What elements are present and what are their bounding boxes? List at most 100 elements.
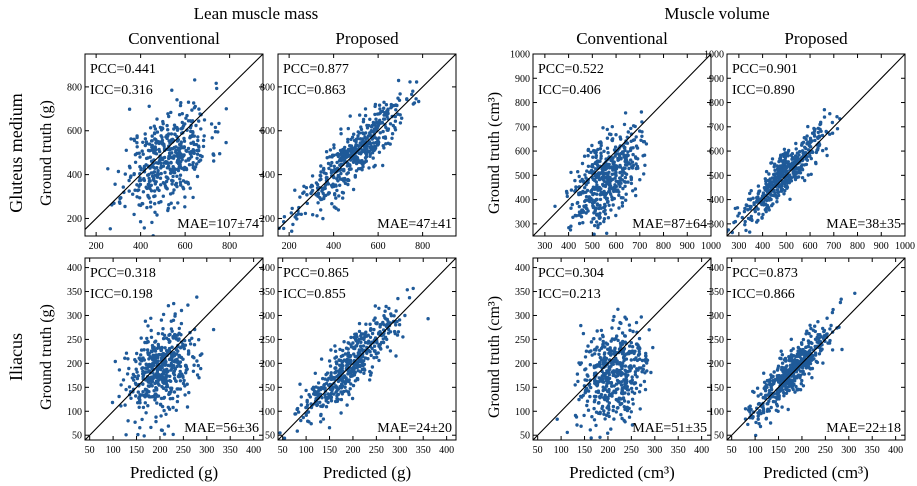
data-point [592, 406, 596, 411]
data-point [164, 160, 168, 164]
data-point [345, 172, 349, 176]
data-point [651, 345, 655, 350]
data-point [158, 376, 162, 380]
data-point [613, 145, 618, 149]
data-point [323, 377, 327, 381]
data-point [397, 323, 402, 327]
data-point [601, 385, 605, 389]
data-point [749, 189, 753, 193]
data-point [129, 396, 133, 400]
data-point [612, 148, 617, 152]
data-point [342, 340, 346, 344]
data-point [617, 362, 621, 366]
data-point [385, 322, 390, 326]
data-point [168, 192, 173, 196]
data-point [169, 379, 173, 383]
data-point [136, 188, 140, 193]
data-point [622, 153, 626, 157]
data-point [155, 130, 160, 134]
data-point [161, 379, 165, 383]
y-tick-label: 200 [515, 359, 530, 370]
data-point [749, 214, 753, 219]
data-point [607, 132, 612, 136]
x-tick-label: 250 [369, 445, 384, 456]
data-point [347, 341, 351, 345]
data-point [187, 390, 191, 395]
x-tick-label: 250 [176, 445, 191, 456]
x-tick-label: 100 [299, 445, 314, 456]
data-point [398, 121, 403, 125]
data-point [630, 345, 635, 349]
data-point [629, 410, 633, 414]
data-point [601, 177, 605, 181]
scatter-panel: 50 100 150 200 250 300 350 40050100150200250300… [260, 257, 457, 456]
identity-line [533, 54, 711, 236]
data-point [174, 181, 179, 186]
data-point [814, 160, 818, 165]
x-tick-label: 200 [282, 241, 297, 252]
data-point [766, 402, 770, 406]
data-point [804, 345, 808, 349]
y-tick-label: 250 [67, 335, 82, 346]
data-point [357, 321, 362, 326]
pcc-annotation: PCC=0.873 [732, 266, 798, 281]
data-point [352, 373, 357, 377]
x-tick-label: 400 [694, 445, 709, 456]
data-point [800, 176, 805, 180]
data-point [606, 431, 610, 435]
data-point [164, 336, 169, 340]
data-point [828, 112, 832, 116]
data-point [822, 108, 827, 112]
data-point [172, 145, 176, 150]
data-point [116, 169, 121, 174]
data-point [179, 143, 183, 148]
data-point [611, 373, 615, 378]
data-point [160, 356, 164, 360]
data-point [383, 135, 387, 139]
data-point [594, 363, 599, 368]
data-point [643, 163, 647, 167]
y-tick-label: 700 [709, 122, 724, 133]
data-point [607, 203, 611, 207]
data-point [792, 354, 796, 358]
data-point [196, 144, 201, 148]
data-point [580, 208, 585, 212]
data-point [762, 371, 766, 375]
data-point [624, 198, 628, 202]
data-point [737, 211, 741, 215]
data-point [173, 312, 177, 316]
data-point [591, 155, 595, 159]
data-point [137, 203, 141, 207]
data-point [136, 432, 140, 437]
data-point [617, 396, 621, 400]
data-point [632, 382, 636, 386]
ylabel-mv-gluteus: Ground truth (cm³) [486, 92, 503, 214]
data-point [161, 336, 166, 341]
data-point [642, 364, 646, 368]
x-tick-label: 300 [537, 241, 552, 252]
data-point [401, 335, 405, 339]
data-point [299, 418, 303, 423]
data-point [605, 166, 609, 170]
x-tick-label: 800 [415, 241, 430, 252]
data-point [594, 379, 599, 383]
data-point [329, 168, 334, 172]
data-point [177, 331, 181, 335]
y-tick-label: 400 [709, 263, 724, 274]
data-point [170, 88, 174, 92]
data-point [332, 164, 336, 168]
data-point [149, 205, 153, 209]
data-point [192, 343, 197, 347]
data-point [777, 193, 781, 198]
data-point [160, 126, 164, 130]
data-point [632, 351, 636, 356]
data-point [361, 344, 366, 348]
data-point [150, 134, 154, 138]
data-point [201, 138, 206, 143]
data-point [641, 140, 646, 144]
data-point [357, 131, 362, 135]
data-point [593, 177, 597, 182]
data-point [175, 184, 179, 189]
y-tick-label: 50 [72, 431, 82, 442]
data-point [602, 396, 606, 400]
